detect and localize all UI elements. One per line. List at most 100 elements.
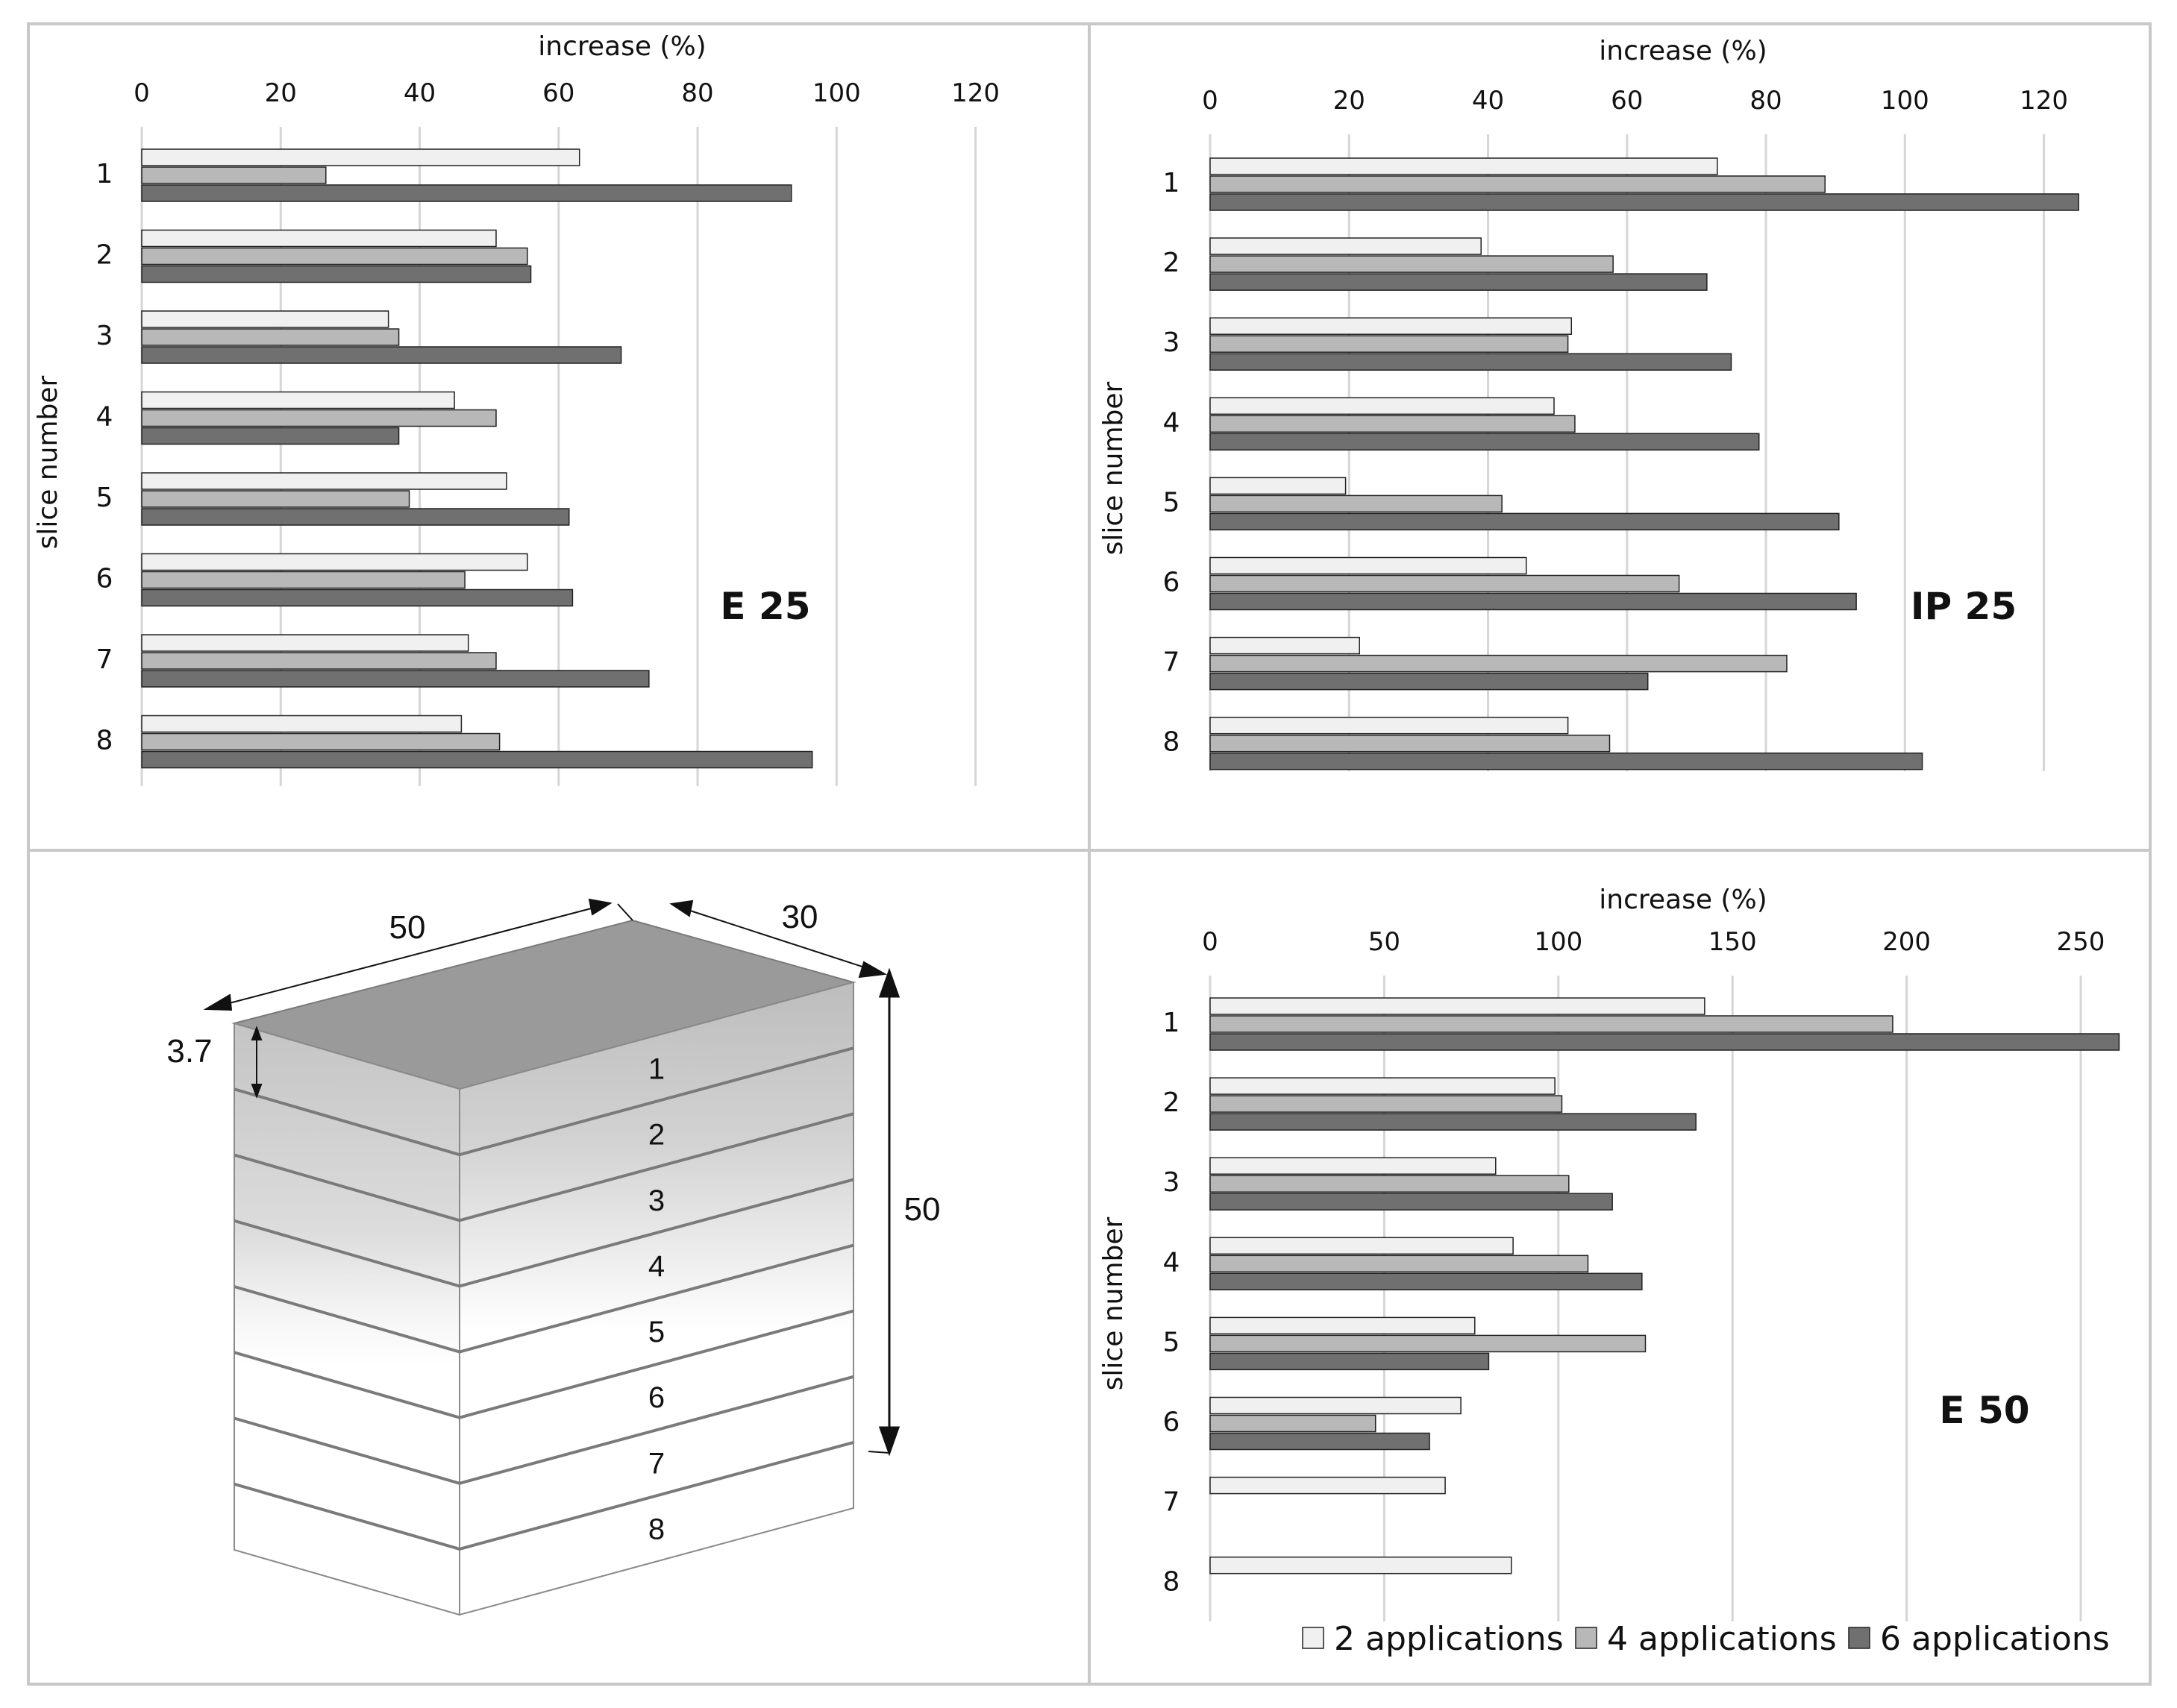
x-tick-label: 20 xyxy=(1333,86,1365,116)
slice-boundary xyxy=(234,1046,854,1157)
bar-slice-1-series-1 xyxy=(1209,157,1718,175)
legend: 2 applications 4 applications 6 applicat… xyxy=(1302,1620,2110,1658)
y-axis-title: slice number xyxy=(1098,1216,1129,1390)
bar-slice-4-series-1 xyxy=(1209,397,1555,415)
category-label: 1 xyxy=(1163,168,1180,198)
x-tick-label: 60 xyxy=(1611,86,1643,116)
bar-slice-2-series-3 xyxy=(1209,273,1708,291)
bars xyxy=(1209,997,2120,1574)
x-tick-label: 40 xyxy=(404,78,436,108)
x-tick-label: 100 xyxy=(1534,927,1582,957)
slice-boundary xyxy=(234,1440,854,1551)
bar-slice-1-series-2 xyxy=(141,166,327,184)
bar-slice-1-series-3 xyxy=(141,184,792,202)
bar-slice-2-series-2 xyxy=(1209,1095,1563,1113)
x-tick-label: 80 xyxy=(681,78,713,108)
bar-slice-5-series-1 xyxy=(1209,1316,1476,1335)
chart-panel-e50: increase (%) slice number E 50 0 50 100 150… xyxy=(1098,885,2120,1621)
x-tick-label: 120 xyxy=(951,78,1000,108)
bar-slice-1-series-3 xyxy=(1209,193,2079,211)
panel-label: E 50 xyxy=(1939,1389,2029,1432)
y-axis-title: slice number xyxy=(33,375,63,549)
slice-boundary xyxy=(234,1309,854,1419)
category-label: 4 xyxy=(1163,1247,1180,1278)
bar-slice-2-series-2 xyxy=(1209,255,1614,273)
bar-slice-2-series-1 xyxy=(1209,1077,1556,1095)
dimension-slice-thickness xyxy=(251,1026,263,1099)
bar-slice-8-series-3 xyxy=(1209,752,1923,770)
bar-slice-2-series-3 xyxy=(1209,1113,1697,1131)
slice-boundary xyxy=(234,1375,854,1485)
bar-slice-4-series-2 xyxy=(1209,1255,1589,1273)
bar-slice-1-series-3 xyxy=(1209,1033,2120,1051)
category-label: 2 xyxy=(96,240,113,271)
slice-labels: 1 2 3 4 5 6 7 8 xyxy=(648,1053,665,1546)
bar-slice-6-series-3 xyxy=(1209,592,1857,611)
bars xyxy=(141,148,813,769)
bar-slice-6-series-2 xyxy=(141,571,466,589)
panel-grid xyxy=(27,22,2152,1686)
bar-slice-7-series-3 xyxy=(1209,672,1649,691)
bar-slice-6-series-2 xyxy=(1209,574,1680,593)
bar-slice-7-series-1 xyxy=(141,634,469,652)
bar-slice-4-series-1 xyxy=(1209,1237,1514,1255)
x-tick-label: 40 xyxy=(1472,86,1504,116)
slice-label: 6 xyxy=(648,1381,665,1414)
bar-slice-7-series-1 xyxy=(1209,1476,1446,1495)
x-tick-label: 0 xyxy=(1202,927,1218,957)
x-tick-label: 120 xyxy=(2020,86,2068,116)
x-tick-label: 250 xyxy=(2057,927,2105,957)
slice-lines xyxy=(234,1046,854,1551)
bar-slice-3-series-1 xyxy=(1209,1157,1497,1175)
x-axis-title: increase (%) xyxy=(1599,885,1767,915)
bar-slice-2-series-1 xyxy=(1209,237,1482,255)
bar-slice-1-series-2 xyxy=(1209,175,1826,193)
bar-slice-6-series-1 xyxy=(1209,1396,1462,1415)
legend-item-6-applications: 6 applications xyxy=(1848,1620,2110,1658)
bar-slice-3-series-2 xyxy=(1209,1175,1570,1193)
bar-slice-2-series-1 xyxy=(141,229,497,248)
bar-slice-6-series-1 xyxy=(141,553,528,571)
bar-slice-4-series-3 xyxy=(1209,433,1760,451)
bar-slice-6-series-1 xyxy=(1209,556,1527,575)
bar-slice-1-series-1 xyxy=(1209,997,1705,1015)
x-axis-title: increase (%) xyxy=(538,31,706,62)
bar-slice-1-series-1 xyxy=(141,148,580,166)
x-tick-label: 50 xyxy=(1368,927,1400,957)
dimension-length xyxy=(203,898,633,1011)
legend-label: 6 applications xyxy=(1880,1620,2110,1658)
bar-slice-5-series-2 xyxy=(141,490,410,508)
slice-label: 5 xyxy=(648,1316,665,1348)
bar-slice-3-series-1 xyxy=(1209,317,1573,335)
x-tick-label: 80 xyxy=(1750,86,1782,116)
bar-slice-5-series-3 xyxy=(1209,1352,1490,1371)
bar-slice-4-series-3 xyxy=(141,427,400,445)
x-tick-label: 0 xyxy=(1202,86,1218,116)
bar-slice-3-series-3 xyxy=(1209,353,1732,371)
bar-slice-4-series-3 xyxy=(1209,1272,1643,1291)
x-tick-label: 100 xyxy=(812,78,861,108)
x-tick-label: 0 xyxy=(134,78,150,108)
dimension-width-label: 30 xyxy=(782,899,818,935)
category-label: 7 xyxy=(96,644,113,675)
bar-slice-2-series-3 xyxy=(141,265,532,283)
chart-panel-e25: increase (%) slice number E 25 0 20 40 60 80… xyxy=(33,31,1000,786)
panel-label: IP 25 xyxy=(1911,585,2017,628)
bar-slice-8-series-2 xyxy=(1209,734,1611,753)
bar-slice-5-series-3 xyxy=(1209,512,1840,531)
dimension-width xyxy=(669,899,888,979)
x-tick-label: 60 xyxy=(542,78,574,108)
dimension-length-label: 50 xyxy=(389,909,426,946)
legend-label: 2 applications xyxy=(1334,1620,1564,1658)
bar-slice-4-series-1 xyxy=(141,391,455,409)
bar-slice-7-series-2 xyxy=(1209,654,1788,673)
slice-label: 2 xyxy=(648,1119,665,1152)
category-label: 3 xyxy=(1163,327,1180,358)
y-axis-title: slice number xyxy=(1098,381,1129,555)
category-label: 8 xyxy=(96,726,113,756)
bar-slice-2-series-2 xyxy=(141,247,528,266)
legend-label: 4 applications xyxy=(1607,1620,1837,1658)
bar-slice-8-series-1 xyxy=(1209,716,1569,735)
x-tick-label: 100 xyxy=(1881,86,1929,116)
